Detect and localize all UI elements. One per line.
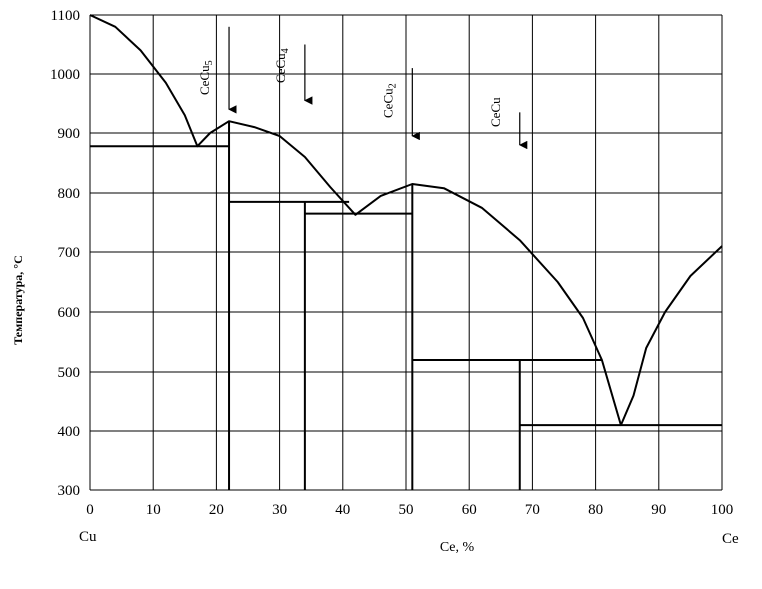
y-tick-label: 500 <box>58 365 81 381</box>
y-tick-label: 1000 <box>50 67 80 83</box>
y-tick-label: 400 <box>58 424 81 440</box>
grid <box>89 14 723 491</box>
y-tick-label: 600 <box>58 305 81 321</box>
y-axis-label: Температура, °C <box>11 255 25 345</box>
x-tick-label: 90 <box>651 502 666 518</box>
y-tick-label: 300 <box>58 483 81 499</box>
liquidus-curve <box>89 14 723 427</box>
x-tick-label: 60 <box>462 502 477 518</box>
y-tick-label: 800 <box>58 186 81 202</box>
y-tick-label: 700 <box>58 245 81 261</box>
compound-label: CeCu <box>488 97 503 127</box>
x-axis-label: Ce, % <box>440 540 475 555</box>
x-tick-label: 100 <box>711 502 734 518</box>
compound-label: CeCu4 <box>273 48 291 83</box>
right-component-label: Ce <box>722 531 739 547</box>
left-component-label: Cu <box>79 529 97 545</box>
y-tick-label: 1100 <box>51 8 80 24</box>
x-tick-label: 0 <box>86 502 94 518</box>
x-tick-label: 40 <box>335 502 350 518</box>
compound-markers: CeCu5 CeCu4 CeCu2 CeCu <box>197 26 528 150</box>
tick-labels: 0 10 20 30 40 50 60 70 80 90 100 1100 1000 900 800 700 6… <box>50 8 733 518</box>
compound-label: CeCu2 <box>380 83 398 118</box>
x-tick-label: 70 <box>525 502 540 518</box>
x-tick-label: 50 <box>399 502 414 518</box>
liquidus-line <box>89 14 723 427</box>
x-tick-label: 30 <box>272 502 287 518</box>
x-tick-label: 80 <box>588 502 603 518</box>
x-tick-label: 20 <box>209 502 224 518</box>
y-tick-label: 900 <box>58 126 81 142</box>
x-tick-label: 10 <box>146 502 161 518</box>
compound-label: CeCu5 <box>197 60 215 95</box>
